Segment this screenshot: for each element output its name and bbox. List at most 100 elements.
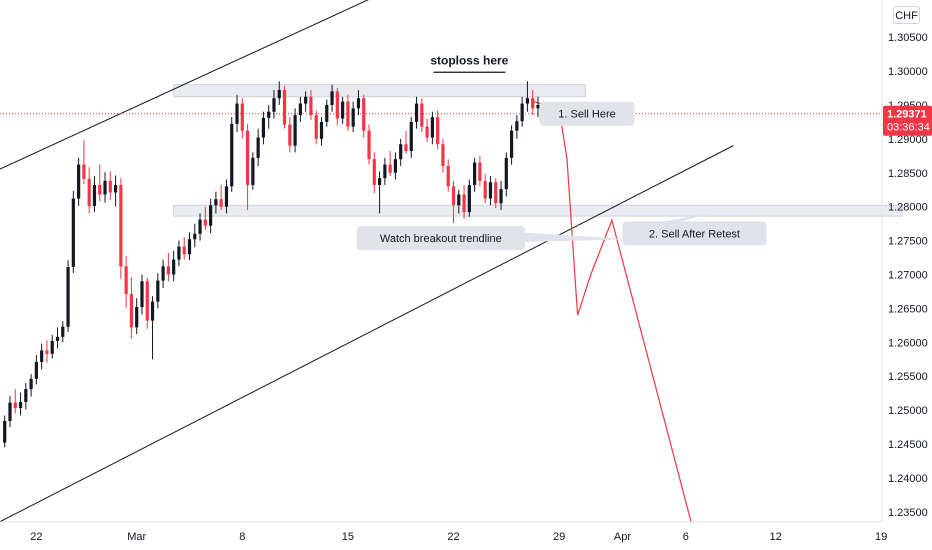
candle-body: [209, 205, 213, 226]
trendlines-layer: [0, 0, 882, 523]
candle-body: [430, 117, 434, 138]
candle-body: [509, 130, 514, 158]
candle-body: [304, 96, 308, 104]
callout-text: 1. Sell Here: [558, 109, 615, 121]
candle-body: [66, 267, 70, 327]
candle-body: [45, 350, 49, 354]
candle-body: [282, 90, 287, 125]
zone-resistance: [173, 84, 586, 98]
annotation-stoploss: stoploss here: [430, 53, 508, 67]
x-tick-label: 12: [769, 531, 781, 543]
callout-box: [539, 101, 635, 126]
candle-body: [140, 281, 144, 308]
candle-body: [404, 144, 408, 152]
candle-body: [494, 182, 498, 204]
y-tick-label: 1.26500: [888, 303, 928, 315]
candle-body: [341, 101, 345, 119]
candle-body: [520, 103, 524, 122]
candle-body: [457, 194, 461, 206]
candle-body: [182, 246, 186, 255]
candle-body: [71, 198, 75, 268]
candle-body: [87, 178, 91, 206]
candle-body: [61, 326, 65, 337]
annotations-layer: stoploss here 1. Sell Here Watch breakout …: [356, 53, 767, 251]
x-tick-label: 29: [553, 531, 565, 543]
trendline-lower-channel: [0, 145, 734, 523]
x-tick-label: 6: [683, 531, 689, 543]
last-price-value: 1.29371: [887, 109, 927, 121]
candle-body: [462, 194, 466, 213]
candle-body: [277, 90, 281, 99]
candle-body: [34, 361, 38, 379]
candle-body: [119, 184, 123, 267]
callout-box: [622, 221, 767, 246]
candle-body: [3, 420, 7, 443]
candle-body: [193, 233, 197, 240]
candle-body: [224, 186, 229, 207]
candle-body: [446, 165, 450, 187]
candle-body: [50, 340, 54, 354]
price-axis: 1.305001.300001.295001.290001.285001.280…: [881, 0, 932, 522]
zones-layer: [173, 84, 903, 217]
candle-body: [166, 266, 170, 275]
currency-label: CHF: [895, 10, 918, 22]
candle-body: [425, 126, 429, 138]
last-price-badge: [883, 105, 932, 136]
candle-body: [319, 121, 324, 139]
trendline-upper-channel: [0, 0, 369, 170]
candle-body: [451, 186, 456, 206]
y-tick-label: 1.28000: [888, 202, 928, 214]
candle-body: [172, 259, 176, 275]
candle-body: [161, 266, 165, 281]
callout-text: Watch breakout trendline: [380, 233, 502, 245]
y-tick-label: 1.30000: [888, 66, 928, 78]
y-tick-label: 1.29000: [888, 134, 928, 146]
candle-body: [267, 111, 271, 118]
candle-body: [414, 103, 419, 122]
candle-body: [124, 266, 128, 295]
candle-body: [488, 182, 493, 199]
currency-box: [893, 6, 920, 24]
candle-body: [478, 162, 482, 181]
candle-body: [261, 117, 266, 138]
candle-body: [13, 402, 17, 409]
candle-body: [24, 389, 28, 402]
candle-body: [156, 280, 160, 302]
candle-body: [272, 98, 276, 112]
y-tick-label: 1.24000: [888, 473, 928, 485]
candle-body: [240, 103, 244, 131]
candle-body: [40, 350, 44, 362]
candle-body: [372, 159, 376, 185]
candle-body: [18, 401, 23, 409]
candle-body: [515, 121, 519, 131]
candle-body: [525, 98, 530, 104]
y-tick-label: 1.26000: [888, 337, 928, 349]
candle-body: [473, 162, 477, 185]
callout-box: [356, 226, 526, 251]
candle-body: [29, 378, 33, 390]
x-tick-label: Apr: [614, 531, 631, 543]
callout-pointer: [517, 232, 631, 243]
candle-body: [393, 159, 398, 173]
candle-body: [177, 246, 181, 260]
zone-support: [173, 204, 903, 217]
x-tick-label: 19: [875, 531, 887, 543]
y-tick-label: 1.24500: [888, 439, 928, 451]
candle-body: [383, 164, 387, 179]
candle-body: [245, 130, 250, 185]
x-tick-label: 8: [239, 531, 245, 543]
candle-body: [77, 164, 81, 199]
x-tick-label: 22: [30, 531, 42, 543]
candle-body: [367, 130, 371, 160]
candle-body: [82, 164, 86, 179]
candle-body: [150, 301, 155, 321]
candle-body: [483, 180, 487, 199]
trendline-forecast-path: [532, 100, 692, 523]
candle-body: [325, 104, 329, 122]
candle-body: [251, 157, 255, 185]
candle-body: [409, 121, 413, 152]
candle-body: [293, 115, 297, 146]
y-tick-label: 1.23500: [888, 507, 928, 519]
candle-body: [288, 124, 292, 146]
